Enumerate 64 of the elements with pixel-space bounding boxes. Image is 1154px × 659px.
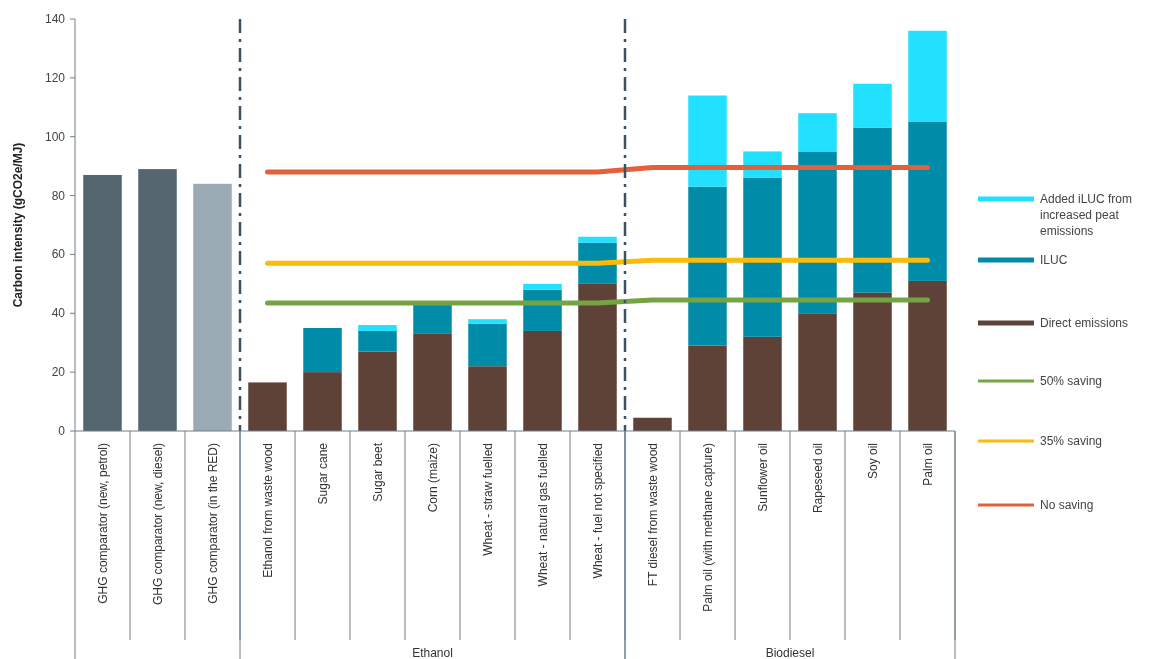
bar: [908, 122, 947, 281]
x-tick-label: GHG comparator (new, diesel): [150, 443, 165, 606]
bar: [688, 345, 727, 431]
x-tick-label: Sugar beet: [370, 442, 385, 502]
text: Ethanol: [412, 646, 453, 659]
bar: [853, 83, 892, 128]
y-tick-label: 120: [44, 70, 66, 85]
bar: [798, 313, 837, 431]
bar: [358, 330, 397, 352]
bar: [743, 177, 782, 337]
bar: [523, 330, 562, 431]
y-axis-title: Carbon intensity (gCO2e/MJ): [11, 142, 25, 308]
legend-label: No saving: [1040, 498, 1094, 512]
legend-label: ILUC: [1040, 253, 1068, 267]
bar: [468, 323, 507, 367]
x-tick-label: GHG comparator (in the RED): [205, 443, 220, 604]
x-tick-label: Corn (maize): [425, 443, 440, 513]
y-tick-label: 140: [44, 12, 66, 26]
x-tick-label: Sugar cane: [315, 442, 330, 505]
legend-label: 35% saving: [1040, 434, 1103, 448]
bar: [688, 186, 727, 346]
bar: [853, 127, 892, 293]
legend-label: 50% saving: [1040, 374, 1103, 388]
bar: [468, 366, 507, 431]
bar: [908, 30, 947, 122]
x-tick-label: Wheat - fuel not specified: [590, 443, 605, 579]
bar: [138, 169, 177, 431]
legend-label: Direct emissions: [1040, 316, 1129, 330]
x-tick-label: Sunflower oil: [755, 443, 770, 512]
bar: [303, 372, 342, 431]
x-tick-label: Wheat - natural gas fuelled: [535, 443, 550, 587]
text: Biodiesel: [765, 646, 815, 659]
bar: [798, 113, 837, 152]
x-tick-label: Wheat - straw fuelled: [480, 443, 495, 556]
y-tick-label: 60: [51, 247, 66, 262]
legend-label: Added iLUC from increased peat emissions: [1040, 192, 1133, 238]
bar: [248, 382, 287, 431]
bar: [303, 328, 342, 373]
y-tick-label: 80: [51, 188, 66, 203]
y-tick-label: 40: [51, 306, 66, 321]
bar: [413, 333, 452, 431]
bar: [193, 183, 232, 431]
bar: [578, 236, 617, 243]
y-tick-label: 0: [58, 424, 66, 438]
bar: [633, 417, 672, 431]
bar: [358, 351, 397, 431]
bar: [83, 174, 122, 431]
x-tick-label: GHG comparator (new, petrol): [95, 443, 110, 604]
bar: [853, 292, 892, 431]
bar: [523, 283, 562, 290]
y-tick-label: 100: [44, 129, 66, 144]
x-tick-label: FT diesel from waste wood: [645, 443, 660, 587]
bar: [468, 319, 507, 324]
y-tick-label: 20: [51, 365, 66, 380]
x-tick-label: Palm oil (with methane capture): [700, 443, 715, 612]
x-tick-label: Ethanol from waste wood: [260, 443, 275, 578]
bar: [743, 336, 782, 431]
bar: [908, 280, 947, 431]
bar: [578, 283, 617, 431]
x-tick-label: Soy oil: [865, 443, 880, 480]
x-tick-label: Rapeseed oil: [810, 443, 825, 514]
x-tick-label: Palm oil: [920, 443, 935, 486]
bar: [358, 325, 397, 331]
bar: [688, 95, 727, 187]
